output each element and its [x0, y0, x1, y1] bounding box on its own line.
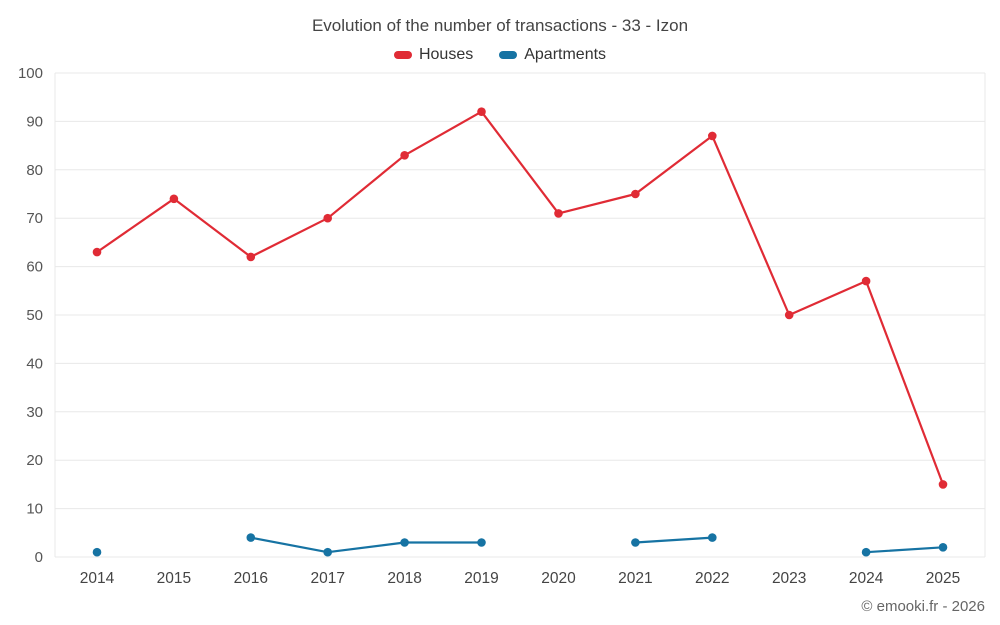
- apartments-point[interactable]: [861, 547, 871, 557]
- y-tick-label: 20: [26, 452, 43, 469]
- x-tick-label: 2025: [926, 570, 960, 587]
- houses-point[interactable]: [554, 209, 563, 218]
- apartments-point[interactable]: [246, 533, 256, 542]
- apartments-point[interactable]: [631, 538, 640, 547]
- y-tick-label: 40: [26, 355, 43, 372]
- x-tick-label: 2023: [772, 570, 806, 587]
- copyright: © emooki.fr - 2026: [861, 598, 985, 615]
- houses-point[interactable]: [400, 151, 409, 160]
- y-tick-label: 100: [18, 65, 43, 82]
- houses-swatch-icon: [393, 51, 412, 59]
- y-tick-label: 10: [26, 501, 43, 518]
- apartments-line[interactable]: [249, 536, 945, 554]
- houses-point[interactable]: [708, 131, 717, 141]
- houses-point[interactable]: [92, 247, 102, 257]
- x-tick-label: 2020: [541, 570, 576, 587]
- apartments-swatch-icon: [499, 51, 518, 59]
- y-tick-label: 80: [26, 162, 43, 179]
- x-tick-label: 2019: [464, 570, 498, 587]
- x-tick-label: 2018: [387, 570, 421, 587]
- apartments-point[interactable]: [938, 543, 948, 552]
- y-tick-label: 90: [26, 113, 43, 130]
- legend-label-houses: Houses: [418, 46, 474, 63]
- x-tick-label: 2024: [849, 570, 884, 587]
- houses-point[interactable]: [323, 213, 333, 223]
- legend-item-houses[interactable]: Houses: [393, 46, 474, 64]
- x-tick-label: 2014: [80, 570, 115, 587]
- houses-point[interactable]: [784, 310, 794, 320]
- apartments-point[interactable]: [400, 538, 409, 547]
- legend-item-apartments[interactable]: Apartments: [499, 46, 606, 64]
- houses-point[interactable]: [631, 189, 640, 199]
- apartments-point[interactable]: [708, 533, 717, 542]
- y-tick-label: 0: [35, 549, 43, 566]
- houses-point[interactable]: [861, 276, 871, 286]
- x-tick-label: 2017: [310, 570, 344, 587]
- y-tick-label: 60: [26, 259, 43, 276]
- houses-point[interactable]: [477, 107, 486, 116]
- houses-point[interactable]: [169, 194, 179, 204]
- y-tick-label: 30: [26, 404, 43, 421]
- x-tick-label: 2015: [157, 570, 191, 587]
- chart-legend: Houses Apartments: [0, 46, 1000, 64]
- legend-label-apartments: Apartments: [524, 46, 607, 63]
- apartments-point[interactable]: [92, 547, 102, 557]
- houses-line[interactable]: [95, 110, 945, 486]
- apartments-point[interactable]: [477, 538, 486, 547]
- houses-point[interactable]: [938, 480, 948, 489]
- y-tick-label: 70: [26, 210, 43, 227]
- chart-title: Evolution of the number of transactions …: [311, 16, 689, 35]
- x-tick-label: 2016: [234, 570, 268, 587]
- houses-point[interactable]: [246, 252, 256, 262]
- x-tick-label: 2022: [695, 570, 729, 587]
- apartments-point[interactable]: [323, 547, 333, 557]
- x-tick-label: 2021: [618, 570, 652, 587]
- y-tick-label: 50: [26, 307, 43, 324]
